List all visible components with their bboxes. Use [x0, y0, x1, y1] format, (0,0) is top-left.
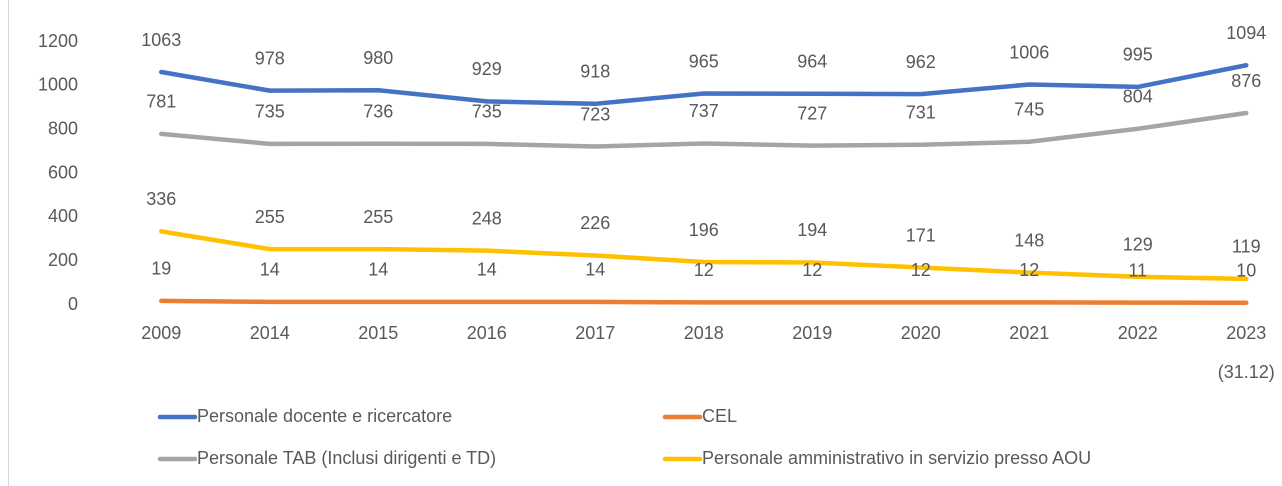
x-tick-label: 2009	[141, 323, 181, 343]
data-label: 148	[1014, 230, 1044, 250]
x-tick-label: 2023 (31.12)	[1218, 323, 1275, 382]
x-tick-label: 2020	[901, 323, 941, 343]
data-label: 248	[472, 208, 502, 228]
data-label: 1006	[1009, 42, 1049, 62]
data-label: 745	[1014, 99, 1044, 119]
data-label: 929	[472, 59, 502, 79]
legend-label: Personale TAB (Inclusi dirigenti e TD)	[197, 448, 496, 468]
data-label: 14	[368, 260, 388, 280]
x-tick-label: 2018	[684, 323, 724, 343]
data-label: 804	[1123, 87, 1153, 107]
x-tick-label: 2017	[575, 323, 615, 343]
data-label: 14	[260, 260, 280, 280]
data-label: 12	[1019, 260, 1039, 280]
data-label: 12	[694, 260, 714, 280]
legend-label: CEL	[702, 406, 737, 426]
data-label: 735	[472, 102, 502, 122]
data-label: 19	[151, 259, 171, 279]
data-label: 978	[255, 48, 285, 68]
series-line	[159, 298, 1249, 306]
y-tick-label: 200	[48, 250, 78, 270]
data-label: 735	[255, 102, 285, 122]
y-tick-label: 0	[68, 294, 78, 314]
data-label: 12	[802, 260, 822, 280]
data-label: 727	[797, 103, 827, 123]
data-label: 723	[580, 104, 610, 124]
data-label: 10	[1236, 261, 1256, 281]
data-label: 171	[906, 225, 936, 245]
data-label: 119	[1232, 237, 1261, 257]
x-tick-label: 2019	[792, 323, 832, 343]
data-label: 194	[797, 220, 827, 240]
data-label: 918	[580, 62, 610, 82]
x-tick-label: 2016	[467, 323, 507, 343]
data-label: 737	[689, 101, 719, 121]
y-tick-label: 600	[48, 162, 78, 182]
data-label: 1094	[1226, 23, 1266, 43]
data-label: 1063	[141, 30, 181, 50]
legend-label: Personale docente e ricercatore	[197, 406, 452, 426]
data-label: 781	[146, 92, 176, 112]
y-tick-label: 1200	[38, 31, 78, 51]
series-line	[159, 229, 1249, 282]
data-label: 995	[1123, 45, 1153, 65]
x-tick-label: 2021	[1009, 323, 1049, 343]
data-label: 980	[363, 48, 393, 68]
y-tick-label: 400	[48, 206, 78, 226]
series-line	[159, 62, 1249, 107]
data-label: 964	[797, 51, 827, 71]
x-tick-label: 2014	[250, 323, 290, 343]
legend-label: Personale amministrativo in servizio pre…	[702, 448, 1091, 468]
series-line	[159, 110, 1249, 149]
data-label: 255	[363, 207, 393, 227]
data-label: 255	[255, 207, 285, 227]
data-label: 129	[1123, 234, 1153, 254]
data-label: 962	[906, 52, 936, 72]
data-label: 14	[585, 260, 605, 280]
data-label: 736	[363, 101, 393, 121]
x-tick-label: 2015	[358, 323, 398, 343]
data-label: 196	[689, 220, 719, 240]
x-tick-label: 2022	[1118, 323, 1158, 343]
data-label: 731	[906, 103, 936, 123]
y-tick-label: 800	[48, 118, 78, 138]
data-label: 12	[911, 260, 931, 280]
data-label: 226	[580, 213, 610, 233]
data-label: 336	[146, 189, 176, 209]
data-label: 14	[477, 260, 497, 280]
data-label: 876	[1231, 71, 1261, 91]
data-label: 965	[689, 51, 719, 71]
data-label: 11	[1128, 260, 1147, 280]
y-tick-label: 1000	[38, 75, 78, 95]
